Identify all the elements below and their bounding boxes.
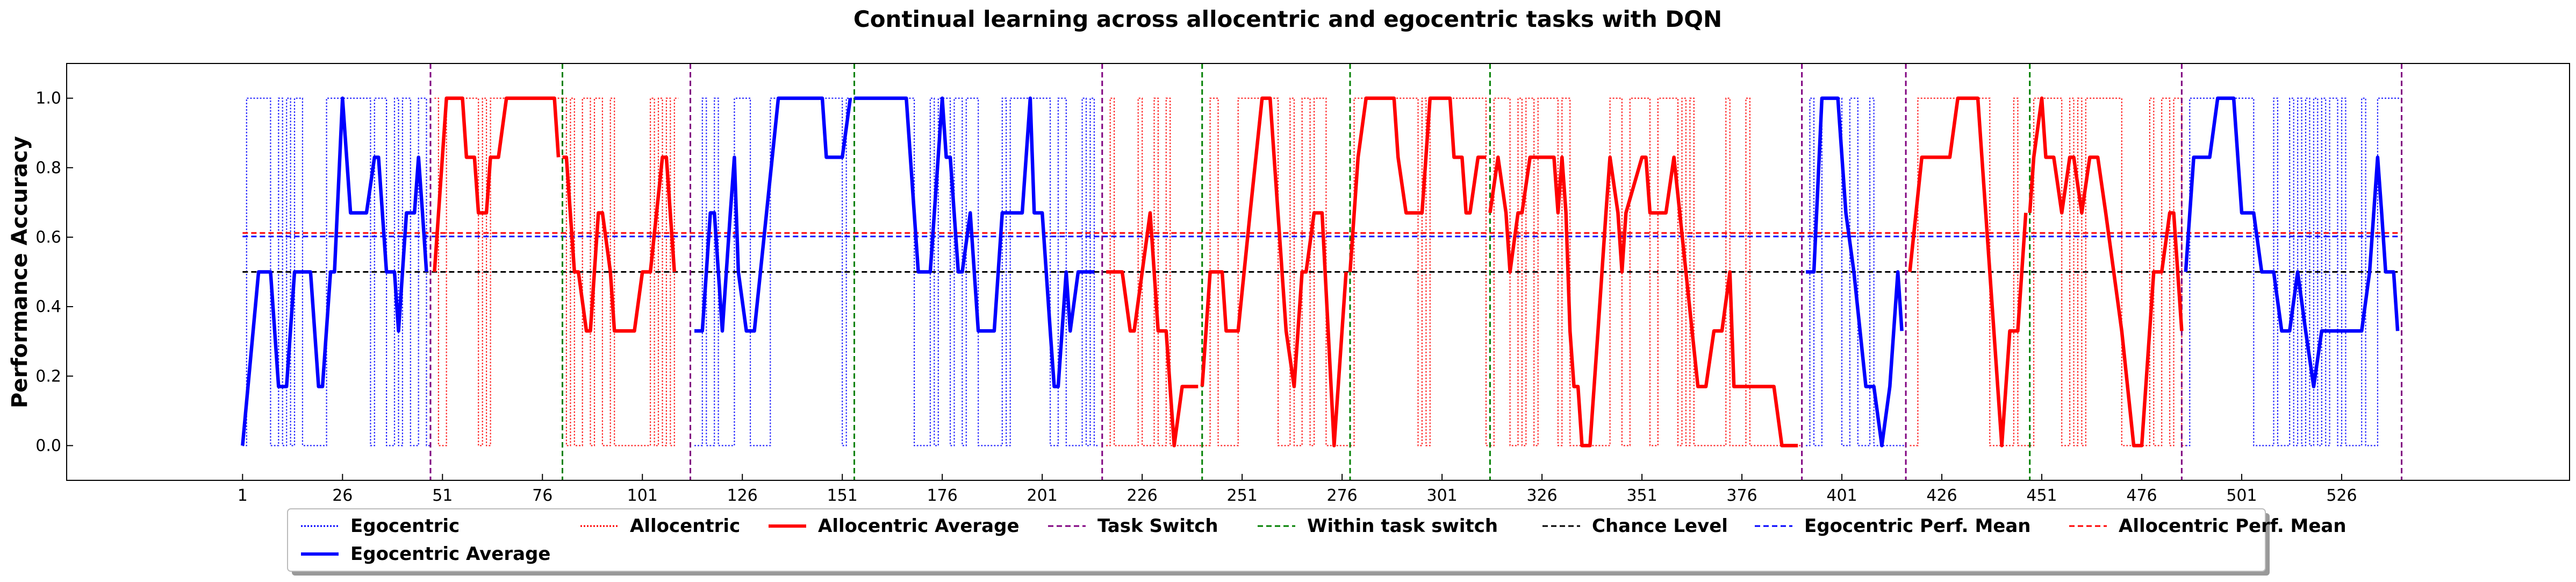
legend-label-allo_avg: Allocentric Average <box>818 515 1020 537</box>
legend-label-allo_mean: Allocentric Perf. Mean <box>2119 515 2347 537</box>
x-tick-label: 451 <box>2026 486 2057 505</box>
egocentric-average-line-12 <box>2184 96 2400 388</box>
egocentric-average-line-4 <box>854 96 1094 388</box>
x-tick-label: 326 <box>1526 486 1557 505</box>
allocentric-average-line-5 <box>1106 211 1199 448</box>
legend-label-within: Within task switch <box>1307 515 1498 537</box>
chart-title: Continual learning across allocentric an… <box>853 6 1722 32</box>
legend-label-chance: Chance Level <box>1592 515 1728 537</box>
allocentric-trial-line-10 <box>1910 97 2030 446</box>
legend-label-ego_mean: Egocentric Perf. Mean <box>1804 515 2030 537</box>
legend-label-ego: Egocentric <box>350 515 460 537</box>
egocentric-trial-line-3 <box>694 97 855 446</box>
x-tick-label: 201 <box>1027 486 1058 505</box>
egocentric-trial-line-4 <box>854 97 1099 446</box>
x-tick-label: 151 <box>827 486 858 505</box>
y-tick-label: 0.2 <box>35 367 61 386</box>
allocentric-trial-line-5 <box>1106 97 1202 446</box>
x-tick-label: 301 <box>1426 486 1457 505</box>
allocentric-average-line-11 <box>2028 96 2184 448</box>
allocentric-average-line-1 <box>433 96 561 272</box>
x-tick-label: 26 <box>332 486 353 505</box>
allocentric-trial-line-2 <box>562 97 679 446</box>
allocentric-average-line-6 <box>1200 96 1348 448</box>
egocentric-trial-line-0 <box>242 97 430 446</box>
y-tick-label: 0.4 <box>35 297 61 316</box>
plot-frame <box>66 63 2570 481</box>
x-tick-label: 401 <box>1826 486 1857 505</box>
legend: Egocentric Allocentric Allocentric Average… <box>287 508 2347 576</box>
allocentric-trial-line-11 <box>2029 97 2186 446</box>
egocentric-average-line-9 <box>1806 96 1904 448</box>
allocentric-trial-line-6 <box>1202 97 1350 446</box>
plot-series <box>241 63 2403 480</box>
egocentric-average-line-3 <box>694 96 852 333</box>
x-tick-label: 176 <box>927 486 958 505</box>
x-tick-label: 126 <box>727 486 758 505</box>
legend-label-allo: Allocentric <box>630 515 740 537</box>
egocentric-average-line-0 <box>241 96 428 446</box>
x-tick-label: 1 <box>238 486 248 505</box>
x-tick-label: 351 <box>1626 486 1657 505</box>
y-tick-label: 0.6 <box>35 228 61 247</box>
x-tick-label: 376 <box>1726 486 1757 505</box>
legend-label-ego_avg: Egocentric Average <box>350 543 550 565</box>
x-tick-label: 276 <box>1327 486 1358 505</box>
x-tick-label: 526 <box>2326 486 2357 505</box>
allocentric-average-line-10 <box>1908 96 2028 448</box>
x-tick-label: 101 <box>627 486 658 505</box>
allocentric-average-line-8 <box>1488 155 1798 448</box>
x-tick-label: 476 <box>2126 486 2157 505</box>
x-tick-label: 501 <box>2226 486 2257 505</box>
y-tick-label: 1.0 <box>35 89 61 108</box>
x-tick-label: 426 <box>1926 486 1957 505</box>
egocentric-trial-line-9 <box>1806 97 1906 446</box>
x-tick-label: 226 <box>1127 486 1158 505</box>
y-axis-label: Performance Accuracy <box>8 136 32 408</box>
y-tick-label: 0.0 <box>35 436 61 455</box>
allocentric-average-line-2 <box>562 155 677 333</box>
allocentric-trial-line-8 <box>1490 97 1802 446</box>
y-tick-label: 0.8 <box>35 159 61 178</box>
allocentric-average-line-7 <box>1348 96 1486 272</box>
x-tick-label: 51 <box>432 486 453 505</box>
x-tick-label: 76 <box>532 486 552 505</box>
legend-label-task_switch: Task Switch <box>1097 515 1218 537</box>
plot-area: 1 26 51 76 101 126 151 176 201 226 251 276 301 326 351… <box>35 63 2570 505</box>
x-tick-label: 251 <box>1227 486 1258 505</box>
